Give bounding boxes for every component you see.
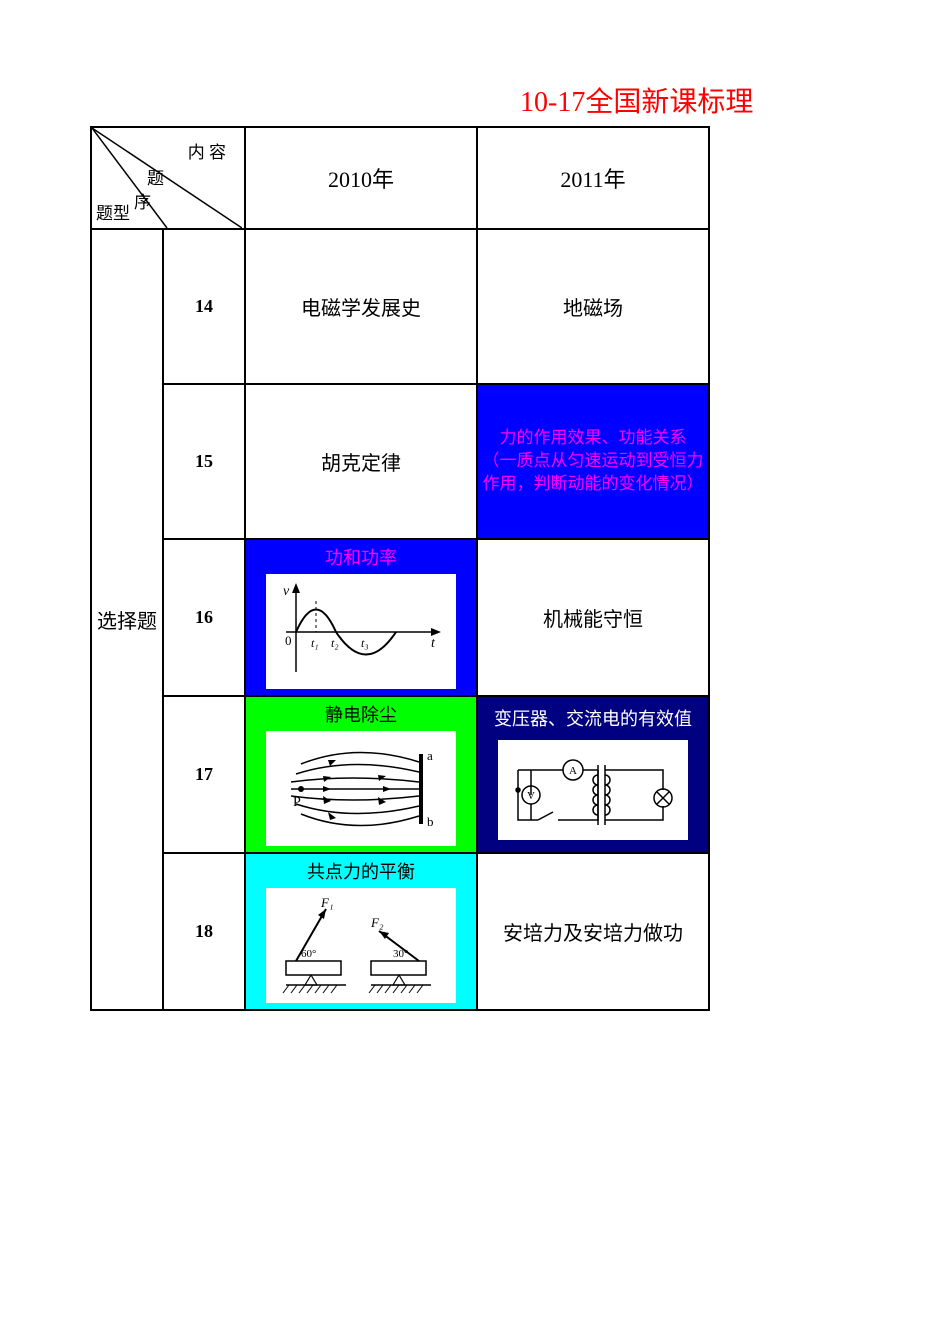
page-title: 10-17全国新课标理: [90, 80, 945, 120]
svg-text:t₂: t₂: [331, 636, 339, 650]
cell-15-2011: 力的作用效果、功能关系 （一质点从匀速运动到受恒力作用，判断动能的变化情况）: [477, 384, 709, 539]
cell-16-2011: 机械能守恒: [477, 539, 709, 696]
svg-text:F₂: F₂: [370, 915, 384, 930]
cell-17-2011: 变压器、交流电的有效值 A: [477, 696, 709, 853]
svg-text:30°: 30°: [393, 948, 408, 960]
main-table: 内 容 题 序 题型 2010年 2011年 选择题 14 电磁学发展史 地磁场…: [90, 126, 710, 1011]
svg-text:t: t: [431, 636, 436, 651]
svg-text:t₁: t₁: [311, 636, 319, 650]
svg-text:0: 0: [285, 633, 292, 648]
header-2011: 2011年: [477, 127, 709, 229]
svg-text:a: a: [427, 748, 433, 763]
cell-17-2010-title: 静电除尘: [246, 697, 476, 727]
svg-text:t₃: t₃: [361, 636, 369, 650]
cell-17-2010: 静电除尘: [245, 696, 477, 853]
diag-bottom: 题型: [96, 199, 130, 224]
diag-mid2: 序: [134, 188, 151, 213]
figure-efield: P a b: [266, 731, 456, 846]
cell-18-2010-title: 共点力的平衡: [246, 854, 476, 884]
q-num-14: 14: [163, 229, 245, 384]
svg-text:F₁: F₁: [320, 895, 333, 910]
svg-text:60°: 60°: [301, 948, 316, 960]
svg-text:P: P: [293, 795, 301, 810]
svg-text:b: b: [427, 814, 434, 829]
cell-15-2011-line1: 力的作用效果、功能关系: [482, 427, 704, 450]
row-type-label: 选择题: [91, 229, 163, 1010]
cell-17-2011-title: 变压器、交流电的有效值: [478, 703, 708, 735]
svg-text:v: v: [283, 584, 290, 599]
diag-top: 内 容: [188, 138, 226, 163]
q-num-15: 15: [163, 384, 245, 539]
diag-mid1: 题: [147, 164, 164, 189]
cell-15-2010: 胡克定律: [245, 384, 477, 539]
q-num-17: 17: [163, 696, 245, 853]
q-num-16: 16: [163, 539, 245, 696]
cell-16-2010: 功和功率 v t 0 t₁ t₂ t₃: [245, 539, 477, 696]
figure-forces: F₁ 60° F₂ 30°: [266, 888, 456, 1003]
cell-16-2010-title: 功和功率: [246, 540, 476, 570]
cell-18-2010: 共点力的平衡 F₁ 60°: [245, 853, 477, 1010]
figure-circuit: A V: [498, 740, 688, 840]
svg-text:V: V: [527, 790, 535, 802]
svg-text:A: A: [569, 765, 577, 777]
header-2010: 2010年: [245, 127, 477, 229]
cell-15-2011-line2: （一质点从匀速运动到受恒力作用，判断动能的变化情况）: [482, 450, 704, 496]
figure-sine: v t 0 t₁ t₂ t₃: [266, 574, 456, 689]
cell-18-2011: 安培力及安培力做功: [477, 853, 709, 1010]
diagonal-header: 内 容 题 序 题型: [91, 127, 245, 229]
q-num-18: 18: [163, 853, 245, 1010]
cell-14-2011: 地磁场: [477, 229, 709, 384]
cell-14-2010: 电磁学发展史: [245, 229, 477, 384]
